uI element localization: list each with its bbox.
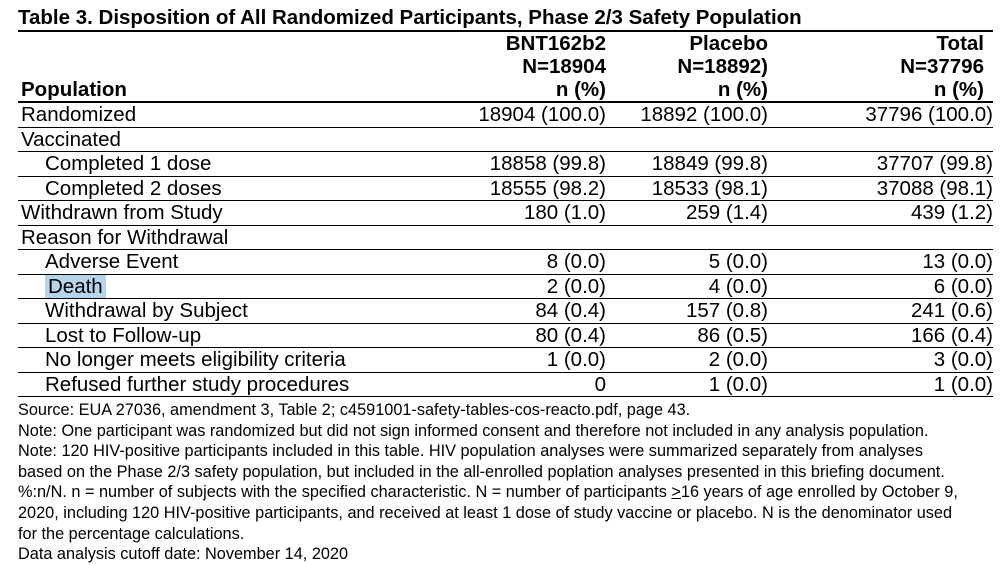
- greater-equal-symbol: >: [671, 483, 681, 502]
- cell-placebo: 259 (1.4): [606, 200, 768, 226]
- total-name: Total: [936, 32, 984, 55]
- column-header-bnt162b2: BNT162b2 N=18904 n (%): [356, 32, 606, 103]
- cell-bnt162b2: 0: [356, 372, 606, 397]
- table-row-vaccinated: Vaccinated: [18, 127, 993, 152]
- table-row-completed-2-doses: Completed 2 doses 18555 (98.2) 18533 (98…: [18, 176, 993, 201]
- cell-placebo: 157 (0.8): [606, 298, 768, 324]
- cell-bnt162b2: 2 (0.0): [356, 274, 606, 299]
- cell-bnt162b2: [356, 225, 606, 250]
- cell-bnt162b2: 18555 (98.2): [356, 176, 606, 201]
- placebo-unit: n (%): [717, 78, 768, 101]
- footnote-pct-definition-line2: 2020, including 120 HIV-positive partici…: [18, 503, 953, 522]
- footnote-note-hiv-line2: based on the Phase 2/3 safety population…: [18, 462, 945, 481]
- cell-bnt162b2: 18904 (100.0): [356, 102, 606, 128]
- pct-definition-post: 16 years of age enrolled by October 9,: [680, 483, 958, 502]
- placebo-n: N=18892): [677, 55, 768, 78]
- bnt162b2-name: BNT162b2: [505, 32, 606, 55]
- cell-placebo: 5 (0.0): [606, 249, 768, 275]
- footnote-pct-definition-line3: for the percentage calculations.: [18, 524, 245, 543]
- cell-placebo: 18892 (100.0): [606, 102, 768, 128]
- cell-total: 13 (0.0): [768, 249, 993, 275]
- placebo-name: Placebo: [689, 32, 768, 55]
- cell-placebo: 18533 (98.1): [606, 176, 768, 201]
- row-label: Refused further study procedures: [18, 372, 356, 397]
- table-row-adverse-event: Adverse Event 8 (0.0) 5 (0.0) 13 (0.0): [18, 249, 993, 275]
- cell-total: 37707 (99.8): [768, 151, 993, 177]
- cell-total: 241 (0.6): [768, 298, 993, 324]
- table-row-randomized: Randomized 18904 (100.0) 18892 (100.0) 3…: [18, 102, 993, 128]
- cell-total: 1 (0.0): [768, 372, 993, 397]
- table-row-refused-further-procedures: Refused further study procedures 0 1 (0.…: [18, 372, 993, 397]
- cell-total: 37796 (100.0): [768, 102, 993, 128]
- total-n: N=37796: [900, 55, 984, 78]
- cell-total: [768, 225, 993, 250]
- row-label: Withdrawn from Study: [18, 200, 356, 226]
- row-label: Completed 1 dose: [18, 151, 356, 177]
- row-label: Death: [18, 274, 356, 299]
- table-row-withdrawal-by-subject: Withdrawal by Subject 84 (0.4) 157 (0.8)…: [18, 298, 993, 324]
- cell-total: [768, 127, 993, 152]
- header-row: Population BNT162b2 N=18904 n (%) Placeb…: [18, 32, 993, 103]
- row-label: No longer meets eligibility criteria: [18, 347, 356, 373]
- population-header-label: Population: [21, 78, 127, 101]
- row-label: Reason for Withdrawal: [18, 225, 356, 250]
- cell-placebo: 1 (0.0): [606, 372, 768, 397]
- footnotes: Source: EUA 27036, amendment 3, Table 2;…: [18, 400, 993, 565]
- cell-placebo: 18849 (99.8): [606, 151, 768, 177]
- bnt162b2-n: N=18904: [522, 55, 606, 78]
- cell-total: 6 (0.0): [768, 274, 993, 299]
- bnt162b2-unit: n (%): [555, 78, 606, 101]
- cell-placebo: [606, 225, 768, 250]
- table-row-withdrawn-from-study: Withdrawn from Study 180 (1.0) 259 (1.4)…: [18, 200, 993, 226]
- cell-placebo: 2 (0.0): [606, 347, 768, 373]
- cell-total: 3 (0.0): [768, 347, 993, 373]
- pct-definition-pre: %:n/N. n = number of subjects with the s…: [18, 483, 672, 502]
- footnote-pct-definition-line1: %:n/N. n = number of subjects with the s…: [18, 482, 993, 503]
- row-label: Lost to Follow-up: [18, 323, 356, 348]
- column-header-population: Population: [18, 32, 356, 103]
- disposition-table: Population BNT162b2 N=18904 n (%) Placeb…: [18, 32, 993, 397]
- footnote-note-hiv-line1: Note: 120 HIV-positive participants incl…: [18, 442, 923, 461]
- table-row-lost-to-follow-up: Lost to Follow-up 80 (0.4) 86 (0.5) 166 …: [18, 323, 993, 348]
- cell-placebo: [606, 127, 768, 152]
- table-title: Table 3. Disposition of All Randomized P…: [18, 7, 993, 32]
- cell-total: 439 (1.2): [768, 200, 993, 226]
- cell-bnt162b2: 18858 (99.8): [356, 151, 606, 177]
- cell-total: 37088 (98.1): [768, 176, 993, 201]
- footnote-source: Source: EUA 27036, amendment 3, Table 2;…: [18, 401, 691, 419]
- footnote-cutoff-date: Data analysis cutoff date: November 14, …: [18, 545, 349, 564]
- row-label: Completed 2 doses: [18, 176, 356, 201]
- row-label: Vaccinated: [18, 127, 356, 152]
- column-header-placebo: Placebo N=18892) n (%): [606, 32, 768, 103]
- cell-bnt162b2: 84 (0.4): [356, 298, 606, 324]
- footnote-note-consent: Note: One participant was randomized but…: [18, 421, 929, 440]
- row-label: Adverse Event: [18, 249, 356, 275]
- cell-bnt162b2: 1 (0.0): [356, 347, 606, 373]
- cell-total: 166 (0.4): [768, 323, 993, 348]
- cell-placebo: 86 (0.5): [606, 323, 768, 348]
- table-row-completed-1-dose: Completed 1 dose 18858 (99.8) 18849 (99.…: [18, 151, 993, 177]
- cell-placebo: 4 (0.0): [606, 274, 768, 299]
- cell-bnt162b2: 80 (0.4): [356, 323, 606, 348]
- cell-bnt162b2: [356, 127, 606, 152]
- table-row-death: Death 2 (0.0) 4 (0.0) 6 (0.0): [18, 274, 993, 299]
- cell-bnt162b2: 180 (1.0): [356, 200, 606, 226]
- table-row-reason-for-withdrawal: Reason for Withdrawal: [18, 225, 993, 250]
- row-label: Randomized: [18, 102, 356, 128]
- cell-bnt162b2: 8 (0.0): [356, 249, 606, 275]
- row-label: Withdrawal by Subject: [18, 298, 356, 324]
- total-unit: n (%): [933, 78, 984, 101]
- highlighted-text-death: Death: [45, 274, 106, 298]
- table-row-no-longer-meets-eligibility: No longer meets eligibility criteria 1 (…: [18, 347, 993, 373]
- column-header-total: Total N=37796 n (%): [768, 32, 993, 103]
